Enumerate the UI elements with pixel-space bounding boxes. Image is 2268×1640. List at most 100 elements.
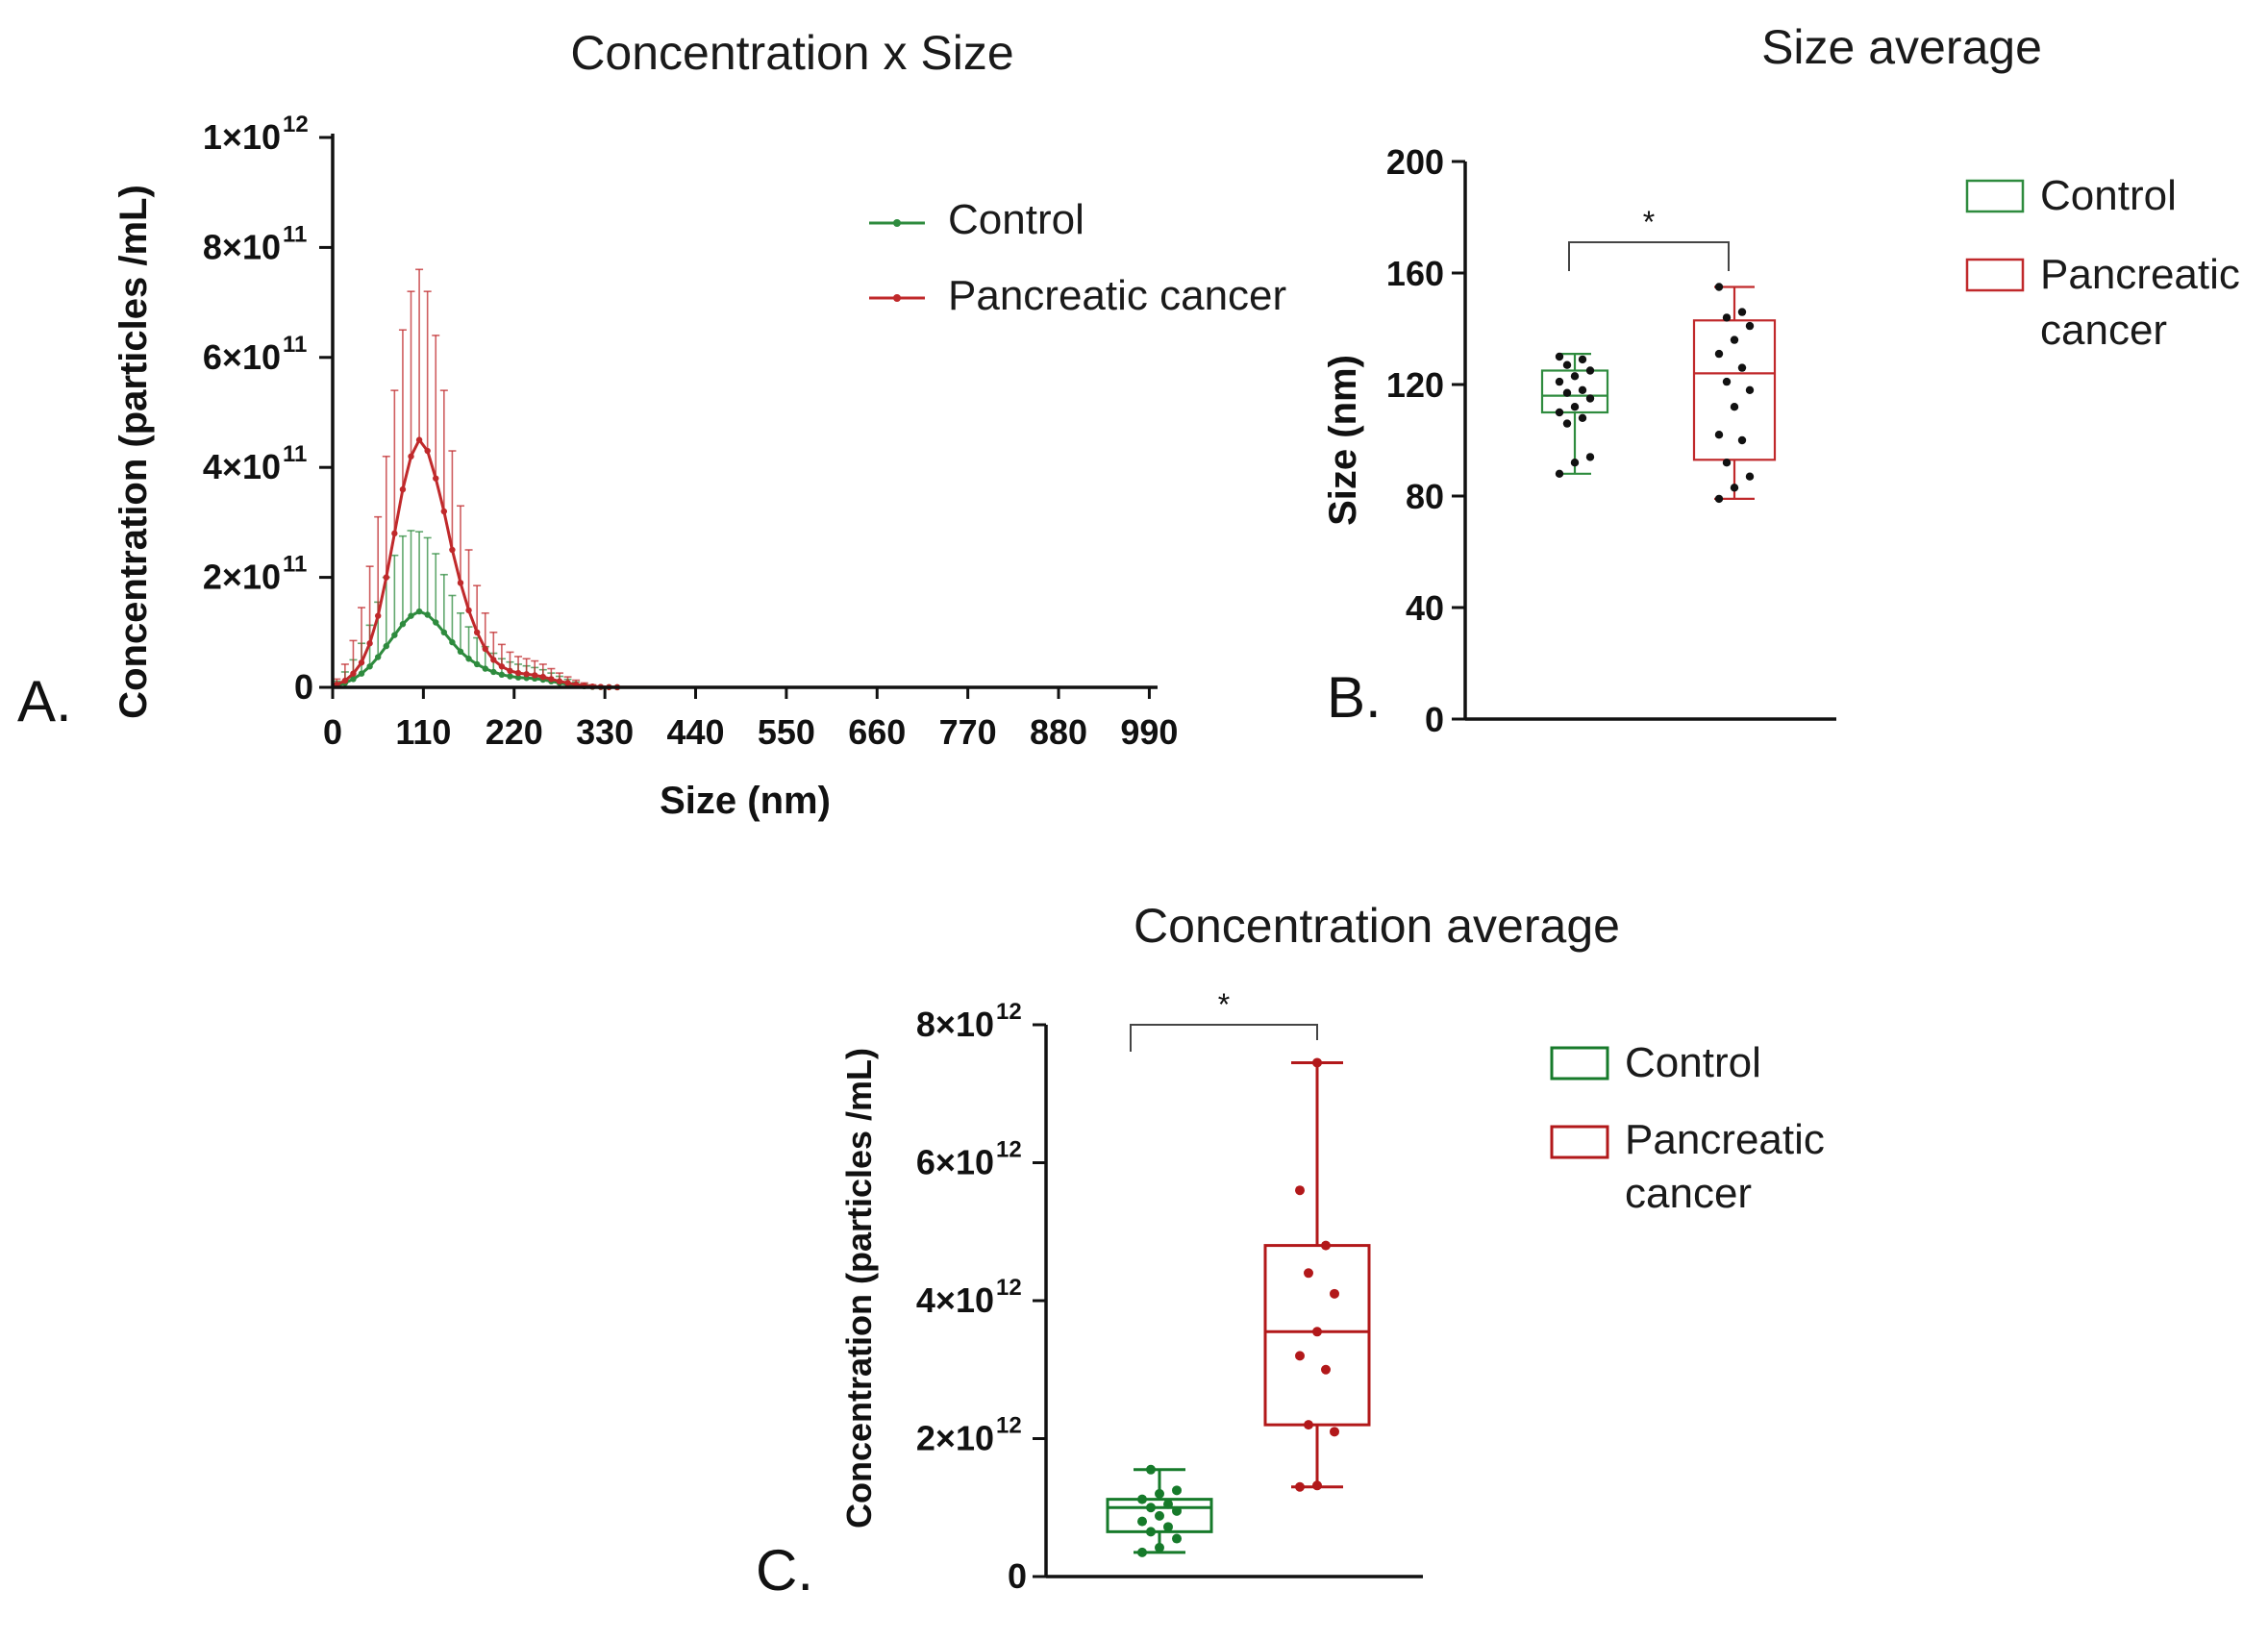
data-point-control — [424, 611, 431, 618]
panel-a-label: A. — [17, 669, 72, 733]
data-point-pancreatic-cancer — [473, 629, 481, 635]
data-point-control — [1155, 1542, 1164, 1553]
panel-a: Concentration x Size A. Concentration (p… — [17, 26, 1286, 822]
data-point-pancreatic-cancer — [1737, 308, 1747, 316]
y-tick-label: 40 — [1406, 588, 1444, 628]
legend-label-pancreatic-cancer: Pancreatic cancer — [948, 272, 1286, 319]
data-point-control — [399, 621, 407, 628]
panel-c-title: Concentration average — [1134, 899, 1620, 953]
data-point-control — [449, 638, 456, 646]
y-tick-label: 2×10 12 — [916, 1413, 1022, 1458]
significance-bracket — [1568, 241, 1730, 271]
legend-label-control: Control — [1625, 1039, 1761, 1086]
data-point-control — [366, 663, 373, 670]
data-point-control — [1562, 360, 1572, 369]
data-point-control — [1555, 377, 1564, 386]
panel-b-y-axis-label: Size (nm) — [1322, 355, 1364, 526]
legend-swatch-control — [1550, 1046, 1609, 1081]
data-point-pancreatic-cancer — [482, 645, 488, 653]
y-tick-label-exponent: 12 — [996, 999, 1022, 1025]
panel-b-title: Size average — [1761, 20, 2042, 74]
panel-b-axes: 0 40 80 120 160 200 — [1386, 142, 1836, 739]
data-point-control — [383, 642, 389, 650]
data-point-pancreatic-cancer — [341, 677, 349, 684]
x-tick-label: 550 — [758, 712, 815, 752]
y-tick-label-exponent: 12 — [283, 112, 309, 137]
data-point-pancreatic-cancer — [548, 676, 555, 683]
data-point-control — [1146, 1527, 1156, 1537]
data-point-control — [1555, 408, 1564, 417]
data-point-pancreatic-cancer — [539, 673, 546, 681]
data-point-pancreatic-cancer — [1730, 335, 1739, 344]
data-point-pancreatic-cancer — [1722, 313, 1732, 322]
data-point-control — [1585, 394, 1595, 403]
box-control — [1540, 369, 1609, 414]
data-point-pancreatic-cancer — [1295, 1481, 1305, 1492]
panel-b: Size average B. Size (nm) * 0 40 80 120 160 2… — [1322, 20, 2252, 739]
y-tick-label-exponent: 12 — [996, 1137, 1022, 1163]
y-tick-label-mantissa: 6×10 — [916, 1143, 994, 1182]
panel-c: Concentration average C. Concentration (… — [756, 899, 1836, 1603]
data-point-pancreatic-cancer — [383, 574, 389, 581]
panel-b-plot-area: * — [1540, 205, 1777, 504]
data-point-control — [433, 619, 439, 626]
legend-label-pancreatic-cancer: Pancreatic cancer — [1625, 1116, 1836, 1217]
data-point-control — [457, 648, 464, 656]
data-point-pancreatic-cancer — [391, 530, 398, 537]
x-tick-label: 990 — [1120, 712, 1178, 752]
data-point-control — [482, 665, 488, 672]
data-point-pancreatic-cancer — [457, 580, 464, 586]
data-point-pancreatic-cancer — [523, 671, 530, 678]
y-tick-label: 8×10 12 — [916, 999, 1022, 1044]
data-point-control — [1578, 355, 1587, 364]
data-point-pancreatic-cancer — [556, 678, 563, 684]
panel-c-plot-area: * — [1106, 987, 1371, 1557]
data-point-pancreatic-cancer — [424, 447, 431, 455]
panel-c-label: C. — [756, 1538, 813, 1603]
data-point-control — [1585, 366, 1595, 375]
data-point-control — [350, 676, 357, 683]
data-point-pancreatic-cancer — [1730, 484, 1739, 492]
data-point-control — [1172, 1533, 1182, 1544]
y-tick-label: 0 — [1008, 1556, 1027, 1596]
data-point-control — [1570, 403, 1580, 411]
legend-marker-pancreatic-cancer — [893, 294, 901, 302]
x-tick-label: 0 — [323, 712, 342, 752]
panel-a-legend: Control Pancreatic cancer — [869, 196, 1286, 319]
data-point-control — [498, 671, 506, 679]
panel-a-x-axis-label: Size (nm) — [660, 780, 831, 822]
panel-c-y-axis-label: Concentration (particles /mL) — [839, 1048, 879, 1528]
legend-label-pancreatic-cancer: Pancreatic cancer — [2040, 251, 2252, 354]
data-point-control — [1562, 419, 1572, 428]
y-tick-label-text: 0 — [1008, 1556, 1027, 1596]
data-point-pancreatic-cancer — [399, 485, 407, 493]
data-point-control — [1578, 385, 1587, 394]
x-tick-label: 110 — [395, 712, 451, 752]
y-tick-label: 0 — [294, 667, 313, 707]
y-tick-label-mantissa: 6×10 — [203, 337, 281, 377]
legend-label-control: Control — [2040, 172, 2177, 219]
data-point-control — [1570, 372, 1580, 381]
y-tick-label: 4×10 11 — [203, 441, 307, 486]
legend-label-control: Control — [948, 196, 1084, 243]
data-point-control — [1562, 388, 1572, 397]
data-point-pancreatic-cancer — [498, 663, 506, 670]
data-point-pancreatic-cancer — [1745, 321, 1755, 331]
y-tick-label-text: 0 — [294, 667, 313, 707]
data-point-pancreatic-cancer — [1295, 1351, 1305, 1361]
data-point-pancreatic-cancer — [1737, 435, 1747, 445]
panel-b-legend: Control Pancreatic cancer — [1965, 172, 2252, 354]
data-point-control — [391, 632, 398, 638]
box-control — [1106, 1498, 1213, 1533]
box-pancreatic-cancer — [1692, 319, 1777, 461]
panel-a-y-axis-label: Concentration (particles /mL) — [112, 185, 155, 719]
data-point-control — [1137, 1516, 1147, 1527]
y-tick-label: 80 — [1406, 477, 1444, 516]
legend-marker-control — [893, 219, 901, 227]
data-point-pancreatic-cancer — [1722, 459, 1732, 467]
legend-swatch-control — [1965, 179, 2025, 213]
y-tick-label-exponent: 11 — [283, 332, 307, 358]
data-point-control — [440, 629, 448, 635]
